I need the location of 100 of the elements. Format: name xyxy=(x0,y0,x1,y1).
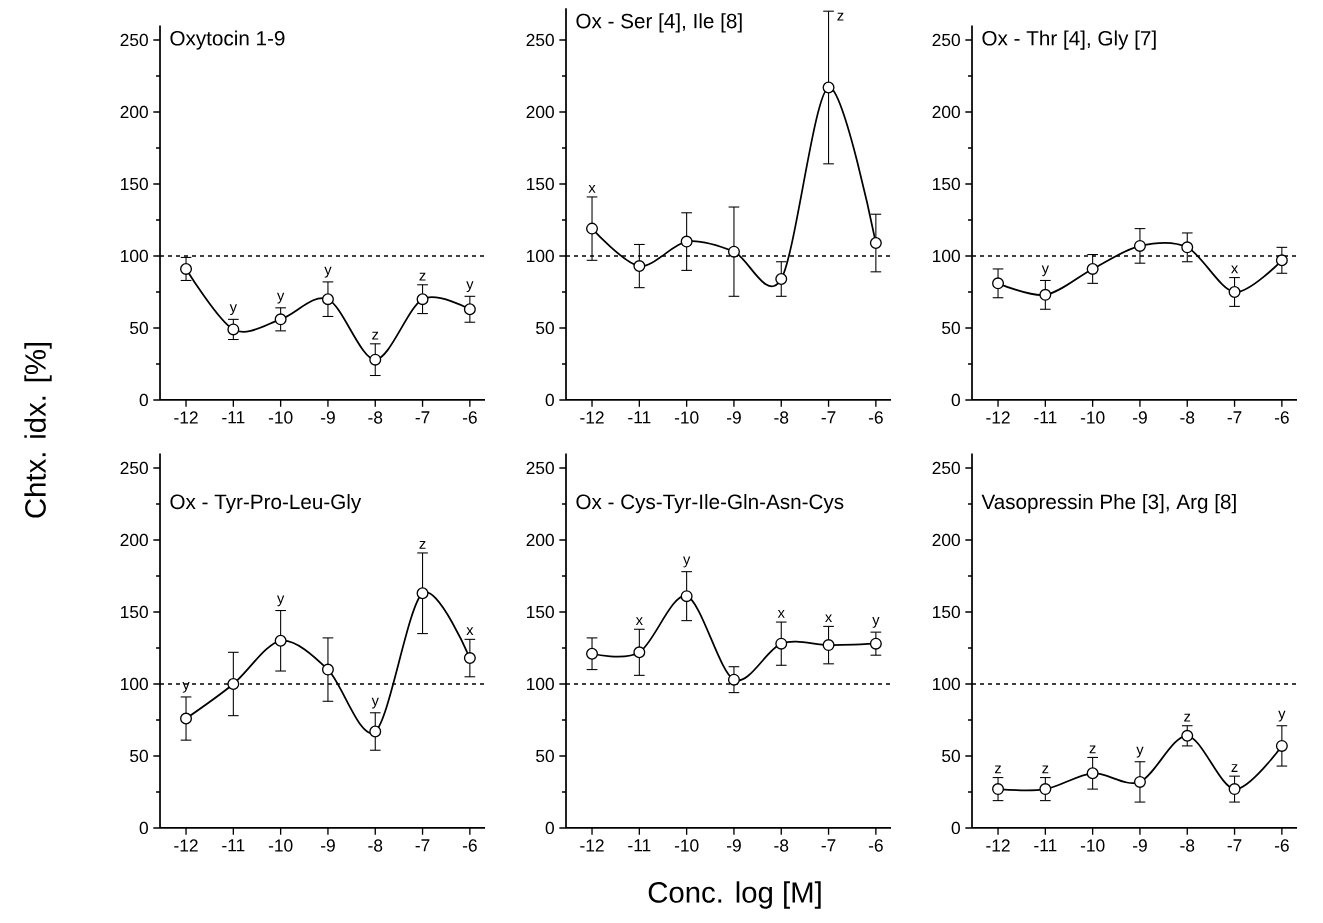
y-tick-label: 100 xyxy=(527,677,554,691)
annotation: y xyxy=(1041,265,1049,277)
x-tick-label: -9 xyxy=(321,839,335,852)
x-tick-label: -10 xyxy=(674,839,699,852)
x-tick-label: -7 xyxy=(415,839,430,852)
annotation: y xyxy=(1136,746,1144,758)
x-tick-label: -9 xyxy=(321,411,335,424)
y-tick-label: 250 xyxy=(120,33,148,47)
x-tick-label: -11 xyxy=(222,839,245,852)
y-tick-label: 150 xyxy=(121,177,148,191)
annotation: x xyxy=(777,610,785,618)
annotation: z xyxy=(837,12,844,21)
y-tick-label: 100 xyxy=(527,249,554,263)
y-tick-label: 150 xyxy=(527,177,554,191)
annotation: y xyxy=(182,681,190,693)
y-tick-label: 0 xyxy=(951,821,960,835)
y-tick-label: 200 xyxy=(120,105,148,119)
text: Ox - Tyr-Pro-Leu-Gly xyxy=(170,493,362,514)
y-tick-label: 0 xyxy=(139,393,148,407)
text: Vasopressin Phe [3], Arg [8] xyxy=(981,493,1236,514)
annotation: y xyxy=(872,617,880,628)
x-tick-label: -9 xyxy=(1133,839,1147,852)
x-tick-label: -6 xyxy=(462,411,477,424)
x-tick-label: -10 xyxy=(674,411,699,424)
x-tick-label: -8 xyxy=(774,839,789,852)
y-tick-label: 150 xyxy=(933,605,960,619)
annotation: z xyxy=(1184,713,1191,722)
x-tick-label: -9 xyxy=(1133,411,1147,424)
x-tick-label: -8 xyxy=(368,839,383,852)
annotation: y xyxy=(277,292,285,304)
x-tick-label: -12 xyxy=(580,411,604,424)
x-tick-label: -8 xyxy=(368,411,383,424)
y-tick-label: 200 xyxy=(526,105,554,119)
y-tick-label: 200 xyxy=(932,105,960,119)
x-tick-label: -6 xyxy=(868,411,883,424)
x-tick-label: -9 xyxy=(727,839,741,852)
annotation: y xyxy=(277,595,285,607)
y-tick-label: 50 xyxy=(130,321,148,335)
annotation: z xyxy=(419,272,426,281)
x-tick-label: -11 xyxy=(1034,411,1057,424)
x-tick-label: -8 xyxy=(1180,839,1195,852)
y-tick-label: 0 xyxy=(545,393,554,407)
x-tick-label: -12 xyxy=(174,839,198,852)
x-tick-label: -12 xyxy=(580,839,604,852)
y-tick-label: 250 xyxy=(932,461,960,475)
y-tick-label: 50 xyxy=(536,321,554,335)
y-tick-label: 0 xyxy=(545,821,554,835)
annotation: z xyxy=(1231,764,1238,772)
x-tick-label: -10 xyxy=(1080,839,1105,852)
chart-title: Ox - Thr [4], Gly [7] xyxy=(982,30,1156,50)
annotation: y xyxy=(466,281,474,293)
x-tick-label: -11 xyxy=(222,411,245,424)
x-tick-label: -7 xyxy=(415,411,430,424)
y-tick-label: 100 xyxy=(933,249,960,263)
annotation: x xyxy=(825,614,833,623)
x-tick-label: -6 xyxy=(1274,411,1289,424)
x-tick-label: -6 xyxy=(868,839,883,852)
y-tick-label: 0 xyxy=(951,393,960,407)
y-tick-label: 50 xyxy=(536,749,554,763)
x-tick-label: -10 xyxy=(1080,411,1105,424)
y-tick-label: 250 xyxy=(526,33,554,47)
y-tick-label: 100 xyxy=(121,677,148,691)
y-tick-label: 50 xyxy=(942,321,960,335)
annotation: y xyxy=(683,556,691,568)
annotation: y xyxy=(1278,710,1286,722)
y-tick-label: 150 xyxy=(121,605,148,619)
annotation: z xyxy=(372,331,379,340)
x-tick-label: -11 xyxy=(1034,839,1057,852)
annotation: z xyxy=(994,765,1001,774)
chart-title: Oxytocin 1-9 xyxy=(170,30,285,50)
y-tick-label: 200 xyxy=(120,533,148,547)
y-tick-label: 50 xyxy=(942,749,960,763)
y-tick-label: 250 xyxy=(526,461,554,475)
y-tick-label: 250 xyxy=(120,461,148,475)
x-tick-label: -6 xyxy=(462,839,477,852)
annotation: x xyxy=(588,184,596,193)
x-tick-label: -7 xyxy=(1227,839,1242,852)
annotation: z xyxy=(1089,745,1096,754)
y-tick-label: 100 xyxy=(933,677,960,691)
y-tick-label: 200 xyxy=(526,533,554,547)
annotation: z xyxy=(1042,765,1049,774)
annotation: y xyxy=(229,304,237,316)
annotation: x xyxy=(466,627,474,636)
text: Ox - Cys-Tyr-Ile-Gln-Asn-Cys xyxy=(576,493,844,514)
annotation: y xyxy=(371,697,379,709)
y-axis-title: Chtx. idx. [%] xyxy=(24,342,52,518)
annotation: x xyxy=(635,617,643,625)
x-tick-label: -7 xyxy=(1227,411,1242,424)
x-tick-label: -8 xyxy=(1180,411,1195,424)
x-tick-label: -10 xyxy=(268,411,293,424)
x-tick-label: -12 xyxy=(986,411,1010,424)
y-tick-label: 150 xyxy=(933,177,960,191)
chart-title: Ox - Ser [4], Ile [8] xyxy=(576,13,742,33)
y-tick-label: 50 xyxy=(130,749,148,763)
y-tick-label: 0 xyxy=(139,821,148,835)
x-tick-label: -9 xyxy=(727,411,741,424)
y-tick-label: 200 xyxy=(932,533,960,547)
x-tick-label: -6 xyxy=(1274,839,1289,852)
x-tick-label: -12 xyxy=(174,411,198,424)
x-tick-label: -7 xyxy=(821,411,836,424)
